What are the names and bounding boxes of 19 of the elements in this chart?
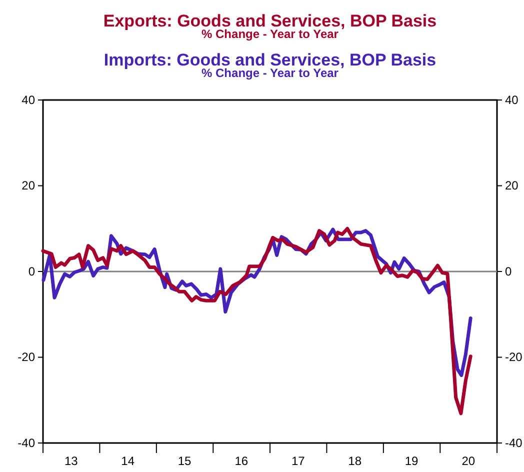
x-tick-label: 17 [291,454,306,468]
line-series [41,226,472,416]
y-tick-label: 40 [22,92,36,107]
x-tick-label: 18 [348,454,362,468]
y-tick-label: 20 [22,178,36,193]
x-tick-label: 13 [64,454,78,468]
x-tick-label: 16 [234,454,248,468]
y2-tick-label: 40 [505,92,519,107]
x-tick-label: 19 [404,454,419,468]
y-tick-label: -40 [18,436,36,450]
x-tick-label: 15 [178,454,192,468]
x-tick-label: 14 [121,454,135,468]
x-tick-label: 20 [462,454,476,468]
y2-tick-label: 0 [505,264,512,278]
y2-tick-label: -20 [505,350,523,364]
y-tick-label: -20 [18,350,36,364]
y-tick-label: 0 [28,264,36,278]
y2-tick-label: 20 [505,178,519,193]
y2-tick-label: -40 [505,436,523,450]
